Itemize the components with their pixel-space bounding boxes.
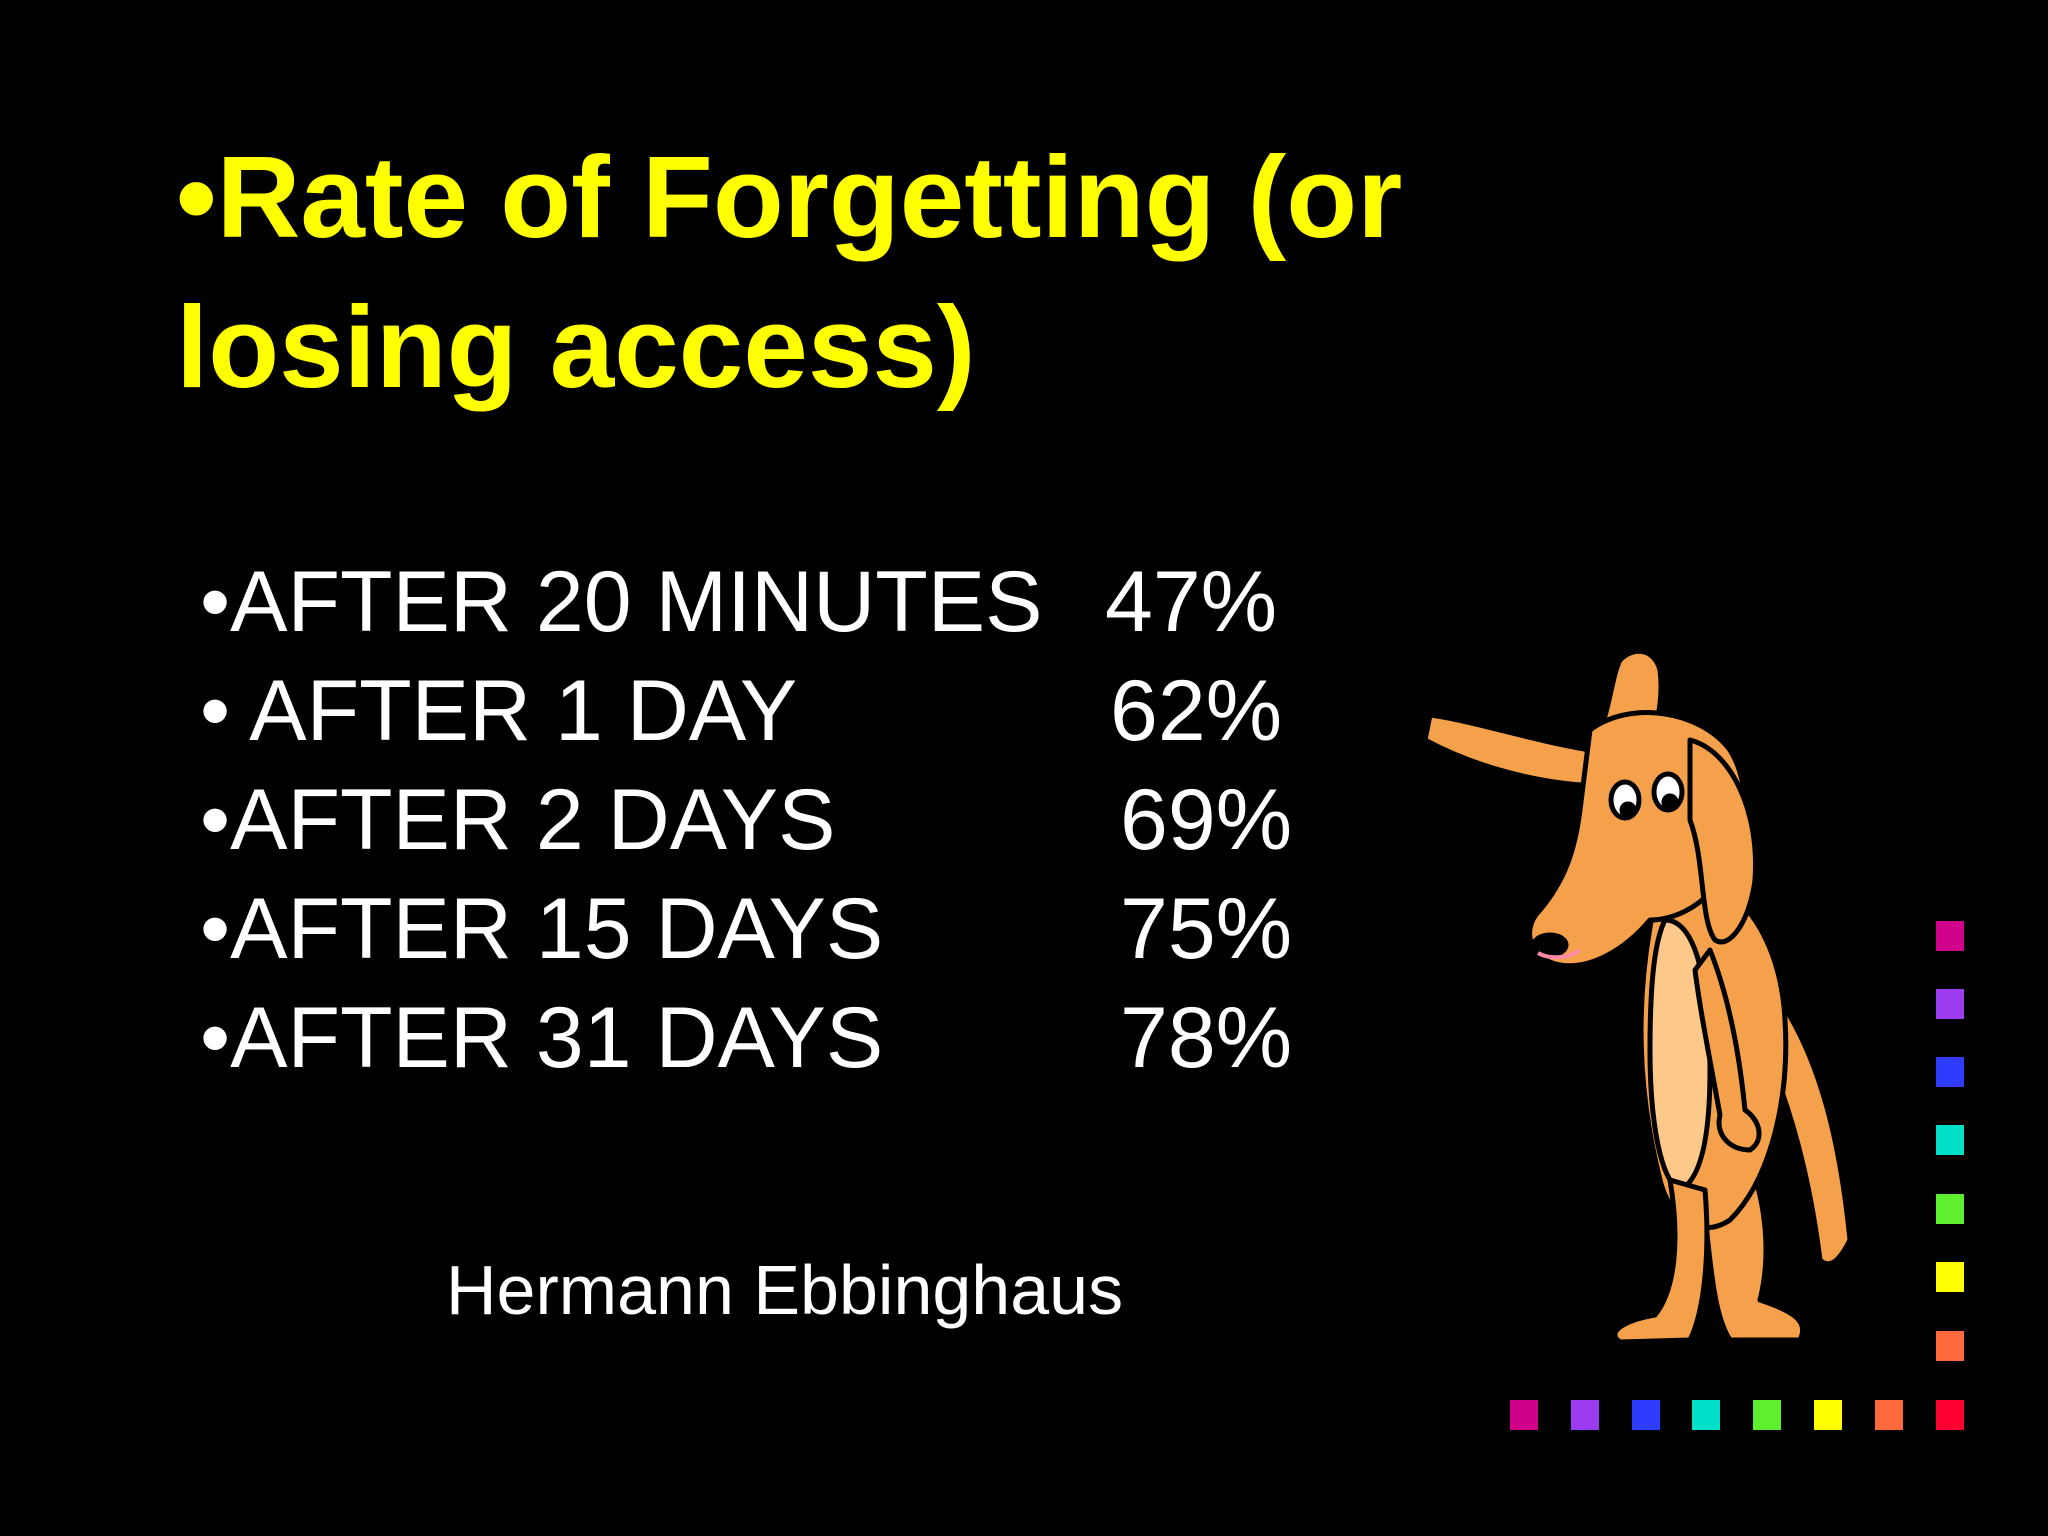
title-line-2: losing access)	[176, 282, 976, 412]
title-bullet: •	[176, 132, 217, 262]
author-name: Hermann Ebbinghaus	[446, 1251, 1124, 1329]
list-item-label: • AFTER 1 DAY	[200, 663, 798, 759]
color-square	[1753, 1400, 1781, 1430]
color-square	[1936, 1125, 1964, 1155]
color-square	[1936, 989, 1964, 1019]
list-item-percent: 75%	[1120, 881, 1293, 977]
dog-ear	[1687, 737, 1759, 945]
list-item-percent: 62%	[1110, 663, 1283, 759]
color-square	[1936, 1057, 1964, 1087]
list-item-label: •AFTER 15 DAYS	[200, 881, 884, 977]
color-square	[1936, 921, 1964, 951]
color-square	[1510, 1400, 1538, 1430]
list-item-percent: 47%	[1105, 554, 1278, 650]
dog-hanging-leg	[1692, 947, 1762, 1153]
list-item-label: •AFTER 31 DAYS	[200, 990, 884, 1086]
color-square	[1936, 1331, 1964, 1361]
slide-title: •Rate of Forgetting (or losing access)	[176, 122, 1576, 422]
dog-front-leg	[1612, 1177, 1710, 1345]
confused-dog-illustration	[1422, 648, 1853, 1345]
list-item-percent: 78%	[1120, 990, 1293, 1086]
list-item-label: •AFTER 2 DAYS	[200, 772, 836, 868]
color-square	[1571, 1400, 1599, 1430]
color-square	[1936, 1262, 1964, 1292]
color-square	[1936, 1194, 1964, 1224]
list-item-percent: 69%	[1120, 772, 1293, 868]
color-square	[1936, 1400, 1964, 1430]
title-line-1: Rate of Forgetting (or	[216, 132, 1403, 262]
color-square	[1632, 1400, 1660, 1430]
color-square	[1814, 1400, 1842, 1430]
list-item-label: •AFTER 20 MINUTES	[200, 554, 1043, 650]
color-square	[1875, 1400, 1903, 1430]
color-square	[1692, 1400, 1720, 1430]
